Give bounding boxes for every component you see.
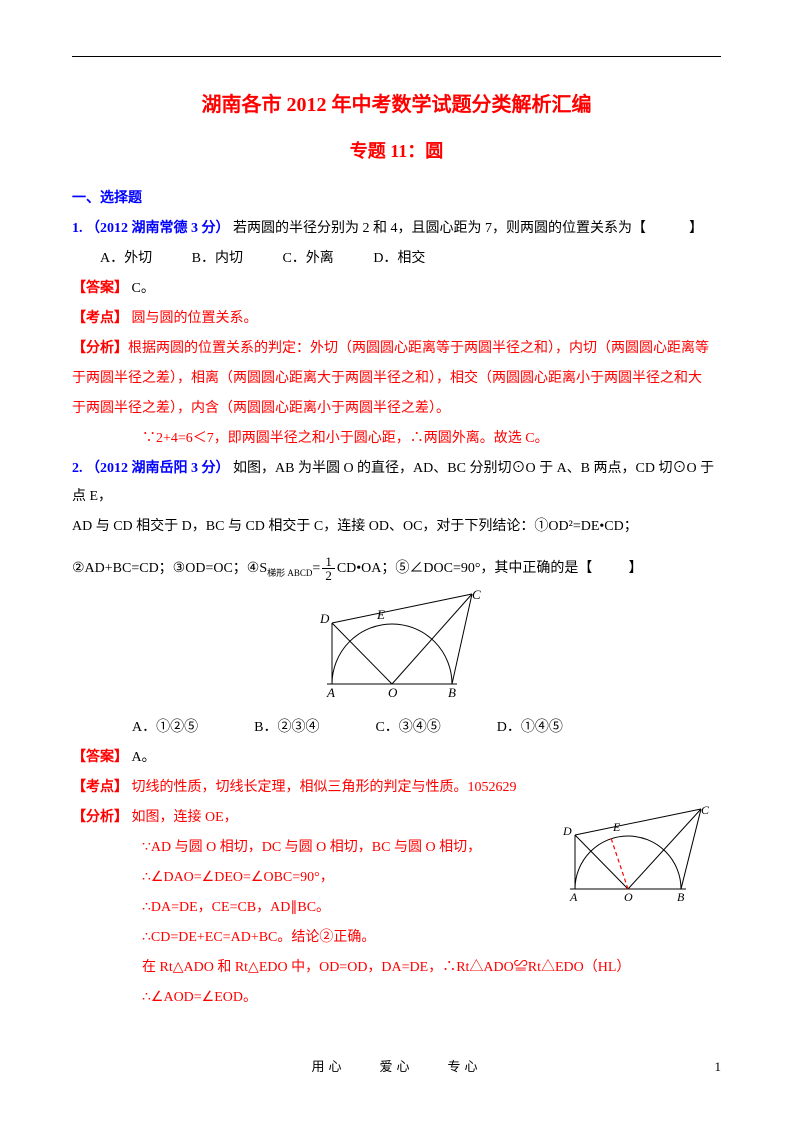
q2-answer-line: 【答案】 A。 — [72, 744, 721, 772]
q2-options-row: A．①②⑤ B．②③④ C．③④⑤ D．①④⑤ — [72, 714, 721, 742]
fenxi-label-2: 【分析】 — [72, 810, 128, 825]
q2-stem-line1: 2. （2012 湖南岳阳 3 分） 如图，AB 为半圆 O 的直径，AD、BC… — [72, 455, 721, 511]
q2-answer-value: A。 — [132, 750, 156, 765]
svg-text:E: E — [612, 820, 621, 834]
q2-step4: ∴CD=DE+EC=AD+BC。结论②正确。 — [72, 924, 721, 952]
svg-text:C: C — [701, 804, 710, 817]
q1-text: 若两圆的半径分别为 2 和 4，且圆心距为 7，则两圆的位置关系为【 — [233, 221, 646, 236]
frac-num: 1 — [322, 555, 335, 569]
svg-text:D: D — [562, 824, 572, 838]
section-heading: 一、选择题 — [72, 185, 721, 213]
kaodian-label-2: 【考点】 — [72, 780, 128, 795]
q2-number: 2. — [72, 461, 83, 476]
frac-den: 2 — [322, 569, 335, 582]
semicircle-diagram-oe: A B O D C E — [551, 804, 721, 904]
page-number: 1 — [715, 1054, 722, 1080]
q2-l3-post: CD•OA；⑤∠DOC=90°，其中正确的是【 — [337, 561, 593, 576]
semicircle-diagram: A B O D C E — [302, 589, 492, 701]
q1-kaodian-line: 【考点】 圆与圆的位置关系。 — [72, 305, 721, 333]
kaodian-label: 【考点】 — [72, 311, 128, 326]
q2-source: （2012 湖南岳阳 3 分） — [86, 461, 230, 476]
svg-text:A: A — [569, 890, 578, 904]
spacer — [72, 543, 721, 553]
q2-l3-sub: 梯形 ABCD — [267, 568, 312, 578]
q2-l3-pre: ②AD+BC=CD；③OD=OC；④S — [72, 561, 267, 576]
document-subtitle: 专题 11：圆 — [72, 133, 721, 169]
page-footer: 用心 爱心 专心 — [0, 1054, 793, 1080]
svg-text:B: B — [448, 685, 456, 700]
q2-kaodian-line: 【考点】 切线的性质，切线长定理，相似三角形的判定与性质。1052629 — [72, 774, 721, 802]
q1-fenxi-calc: ∵2+4=6＜7，即两圆半径之和小于圆心距，∴两圆外离。故选 C。 — [72, 425, 721, 453]
svg-text:D: D — [319, 611, 330, 626]
svg-text:B: B — [677, 890, 685, 904]
q1-opt-b: B．内切 — [192, 251, 243, 266]
q2-stem-line2: AD 与 CD 相交于 D，BC 与 CD 相交于 C，连接 OD、OC，对于下… — [72, 513, 721, 541]
q2-bracket-close: 】 — [628, 561, 642, 576]
q2-figure-right: A B O D C E — [551, 804, 721, 915]
q1-fenxi-2: 于两圆半径之差），相离（两圆圆心距离大于两圆半径之和），相交（两圆圆心距离小于两… — [72, 365, 721, 393]
q1-source: （2012 湖南常德 3 分） — [86, 221, 230, 236]
q1-opt-d: D．相交 — [373, 251, 425, 266]
q2-kaodian-text: 切线的性质，切线长定理，相似三角形的判定与性质。1052629 — [132, 780, 517, 795]
q1-options: A．外切 B．内切 C．外离 D．相交 — [72, 245, 721, 273]
q1-fenxi-1: 【分析】根据两圆的位置关系的判定：外切（两圆圆心距离等于两圆半径之和），内切（两… — [72, 335, 721, 363]
fraction-half: 12 — [322, 555, 335, 582]
svg-text:O: O — [388, 685, 398, 700]
fenxi-label: 【分析】 — [72, 341, 128, 356]
q2-fenxi-intro-text: 如图，连接 OE， — [132, 810, 238, 825]
q1-opt-a: A．外切 — [100, 251, 152, 266]
q1-fenxi-text1: 根据两圆的位置关系的判定：外切（两圆圆心距离等于两圆半径之和），内切（两圆圆心距… — [128, 341, 709, 356]
q1-stem: 1. （2012 湖南常德 3 分） 若两圆的半径分别为 2 和 4，且圆心距为… — [72, 215, 721, 243]
svg-text:A: A — [326, 685, 335, 700]
q2-figure-center: A B O D C E — [72, 589, 721, 712]
svg-text:O: O — [624, 890, 633, 904]
q1-answer-value: C。 — [132, 281, 155, 296]
q1-answer-line: 【答案】 C。 — [72, 275, 721, 303]
q2-step5: 在 Rt△ADO 和 Rt△EDO 中，OD=OD，DA=DE，∴Rt△ADO≌… — [72, 954, 721, 982]
q1-number: 1. — [72, 221, 83, 236]
q2-blank — [592, 561, 628, 576]
top-rule — [72, 56, 721, 57]
q1-blank — [650, 221, 686, 236]
q1-kaodian-text: 圆与圆的位置关系。 — [132, 311, 258, 326]
exam-page: 湖南各市 2012 年中考数学试题分类解析汇编 专题 11：圆 一、选择题 1.… — [0, 0, 793, 1122]
q1-bracket-close: 】 — [689, 221, 703, 236]
q2-l3-mid: = — [312, 561, 320, 576]
answer-label-2: 【答案】 — [72, 750, 128, 765]
svg-text:C: C — [472, 589, 481, 602]
q2-step6: ∴∠AOD=∠EOD。 — [72, 984, 721, 1012]
q1-fenxi-3: 于两圆半径之差），内含（两圆圆心距离小于两圆半径之差）。 — [72, 395, 721, 423]
q1-opt-c: C．外离 — [282, 251, 333, 266]
document-title: 湖南各市 2012 年中考数学试题分类解析汇编 — [72, 85, 721, 125]
q2-stem-line3: ②AD+BC=CD；③OD=OC；④S梯形 ABCD=12CD•OA；⑤∠DOC… — [72, 555, 721, 583]
answer-label: 【答案】 — [72, 281, 128, 296]
svg-text:E: E — [376, 607, 385, 622]
